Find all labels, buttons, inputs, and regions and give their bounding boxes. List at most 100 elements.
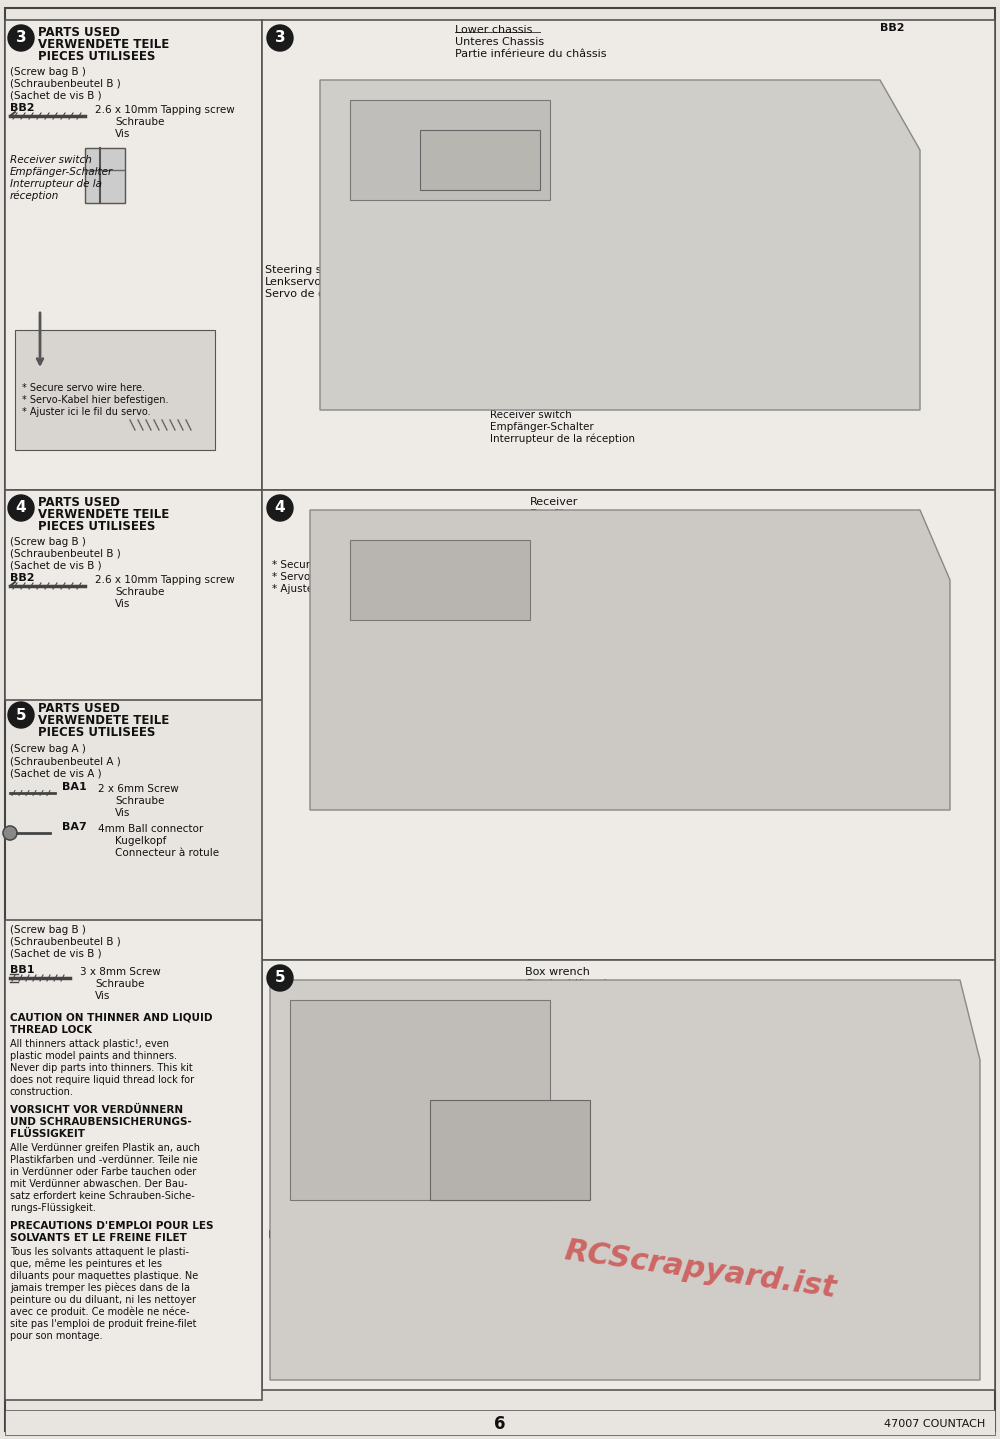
Text: BA1: BA1 <box>62 781 87 791</box>
Circle shape <box>8 495 34 521</box>
Text: 3: 3 <box>275 30 285 46</box>
Text: * Ajuster ici le fil du servo.: * Ajuster ici le fil du servo. <box>272 584 410 594</box>
Text: BB2: BB2 <box>10 573 34 583</box>
Text: plastic model paints and thinners.: plastic model paints and thinners. <box>10 1050 177 1061</box>
Text: SOLVANTS ET LE FREINE FILET: SOLVANTS ET LE FREINE FILET <box>10 1233 187 1243</box>
Text: * Ajuster ici le fil du servo.: * Ajuster ici le fil du servo. <box>22 407 151 417</box>
Text: BA7: BA7 <box>268 1230 293 1240</box>
Text: construction.: construction. <box>10 1086 74 1097</box>
Bar <box>262 491 995 960</box>
Text: Never dip parts into thinners. This kit: Never dip parts into thinners. This kit <box>10 1063 193 1073</box>
Text: Unteres Chassis: Unteres Chassis <box>455 37 544 47</box>
Text: 2.6 x 10mm Tapping screw: 2.6 x 10mm Tapping screw <box>95 576 235 586</box>
Text: diluants pour maquettes plastique. Ne: diluants pour maquettes plastique. Ne <box>10 1271 198 1281</box>
Text: Vis: Vis <box>115 130 130 140</box>
Text: Receiver switch: Receiver switch <box>10 155 92 165</box>
Text: (Sachet de vis A ): (Sachet de vis A ) <box>10 768 102 778</box>
Text: BA1: BA1 <box>850 1335 875 1345</box>
Text: 2.6 x 10mm Tapping screw: 2.6 x 10mm Tapping screw <box>95 105 235 115</box>
Text: VERWENDETE TEILE: VERWENDETE TEILE <box>38 715 169 728</box>
Text: 4: 4 <box>275 501 285 515</box>
Circle shape <box>8 702 34 728</box>
Text: (Steckschlüssel-Adapter für Kugelkopf): (Steckschlüssel-Adapter für Kugelkopf) <box>538 1022 740 1032</box>
Polygon shape <box>270 980 980 1380</box>
Text: Empfänger: Empfänger <box>530 509 592 519</box>
Text: BB2: BB2 <box>10 104 34 114</box>
Text: satz erfordert keine Schrauben-Siche-: satz erfordert keine Schrauben-Siche- <box>10 1191 195 1202</box>
Text: VORSICHT VOR VERDÜNNERN: VORSICHT VOR VERDÜNNERN <box>10 1105 183 1115</box>
Text: Servo de direction: Servo de direction <box>265 289 367 299</box>
Bar <box>290 1000 550 1200</box>
Text: Box wrench: Box wrench <box>525 967 590 977</box>
Bar <box>262 960 995 1390</box>
Bar <box>5 20 262 491</box>
Text: * Secure servo wire here.: * Secure servo wire here. <box>22 383 145 393</box>
Text: Vis: Vis <box>115 599 130 609</box>
Text: (Sachet de vis B ): (Sachet de vis B ) <box>10 561 102 571</box>
Text: All thinners attack plastic!, even: All thinners attack plastic!, even <box>10 1039 169 1049</box>
Text: (Sachet de vis B ): (Sachet de vis B ) <box>10 948 102 958</box>
Bar <box>5 920 262 1400</box>
Text: Lenkservo: Lenkservo <box>265 276 322 286</box>
Text: * Secure servo wires here.: * Secure servo wires here. <box>272 560 409 570</box>
Text: BA7: BA7 <box>62 822 87 832</box>
Text: rungs-Flüssigkeit.: rungs-Flüssigkeit. <box>10 1203 96 1213</box>
Bar <box>15 330 215 450</box>
Text: BB1: BB1 <box>295 1289 320 1299</box>
Text: (Schraubenbeutel A ): (Schraubenbeutel A ) <box>10 755 121 766</box>
Text: PIECES UTILISEES: PIECES UTILISEES <box>38 49 155 62</box>
Text: PARTS USED: PARTS USED <box>38 26 120 39</box>
Text: réception: réception <box>10 191 59 201</box>
Text: Steering servo: Steering servo <box>265 265 346 275</box>
Text: BB2: BB2 <box>880 23 904 33</box>
Text: Interrupteur de la: Interrupteur de la <box>10 178 102 189</box>
Text: (Adaptateur de clé à tube pour les connecteurs à rotule): (Adaptateur de clé à tube pour les conne… <box>538 1035 807 1043</box>
Text: site pas l'emploi de produit freine-filet: site pas l'emploi de produit freine-file… <box>10 1320 196 1330</box>
Text: Tous les solvants attaquent le plasti-: Tous les solvants attaquent le plasti- <box>10 1248 189 1258</box>
Text: PRECAUTIONS D'EMPLOI POUR LES: PRECAUTIONS D'EMPLOI POUR LES <box>10 1222 214 1230</box>
Text: (Screw bag A ): (Screw bag A ) <box>10 744 86 754</box>
Text: (Sachet de vis B ): (Sachet de vis B ) <box>10 91 102 101</box>
Text: Empfänger-Schalter: Empfänger-Schalter <box>490 422 594 432</box>
Text: Kugelkopf: Kugelkopf <box>115 836 166 846</box>
Bar <box>420 130 540 190</box>
Text: THREAD LOCK: THREAD LOCK <box>10 1025 92 1035</box>
Text: Alle Verdünner greifen Plastik an, auch: Alle Verdünner greifen Plastik an, auch <box>10 1143 200 1153</box>
Text: Receiver switch: Receiver switch <box>490 410 572 420</box>
Text: * Antennenkabel nicht klemmen.: * Antennenkabel nicht klemmen. <box>570 781 731 791</box>
Bar <box>430 1099 590 1200</box>
Text: A3 (Box wrench adapter for ball connector): A3 (Box wrench adapter for ball connecto… <box>525 1010 750 1020</box>
Text: que, même les peintures et les: que, même les peintures et les <box>10 1259 162 1269</box>
Text: 6: 6 <box>494 1415 506 1433</box>
Text: BB2: BB2 <box>410 735 434 745</box>
Text: (Schraubenbeutel B ): (Schraubenbeutel B ) <box>10 550 121 558</box>
Text: Schraube: Schraube <box>95 979 144 989</box>
Text: UND SCHRAUBENSICHERUNGS-: UND SCHRAUBENSICHERUNGS- <box>10 1117 192 1127</box>
Polygon shape <box>310 509 950 810</box>
Text: A4: A4 <box>500 1345 516 1356</box>
Text: peinture ou du diluant, ni les nettoyer: peinture ou du diluant, ni les nettoyer <box>10 1295 196 1305</box>
Circle shape <box>267 24 293 50</box>
Text: FLÜSSIGKEIT: FLÜSSIGKEIT <box>10 1130 85 1140</box>
Circle shape <box>267 966 293 991</box>
Text: VERWENDETE TEILE: VERWENDETE TEILE <box>38 37 169 50</box>
Text: 4: 4 <box>16 501 26 515</box>
Text: (Schraubenbeutel B ): (Schraubenbeutel B ) <box>10 79 121 89</box>
Text: Steckschlüssel: Steckschlüssel <box>525 979 607 989</box>
Bar <box>262 20 995 491</box>
Text: Plastikfarben und -verdünner. Teile nie: Plastikfarben und -verdünner. Teile nie <box>10 1156 198 1166</box>
Circle shape <box>8 24 34 50</box>
Text: pour son montage.: pour son montage. <box>10 1331 103 1341</box>
Text: (Schraubenbeutel B ): (Schraubenbeutel B ) <box>10 937 121 947</box>
Text: jamais tremper les pièces dans de la: jamais tremper les pièces dans de la <box>10 1282 190 1294</box>
Text: Clé à tube: Clé à tube <box>525 991 582 1002</box>
Bar <box>85 148 125 203</box>
Text: 2 x 6mm Screw: 2 x 6mm Screw <box>98 784 179 794</box>
Bar <box>350 99 550 200</box>
Text: does not require liquid thread lock for: does not require liquid thread lock for <box>10 1075 194 1085</box>
Text: 5: 5 <box>275 970 285 986</box>
Text: Schraube: Schraube <box>115 587 164 597</box>
Text: Lower chassis: Lower chassis <box>455 24 532 35</box>
Bar <box>350 540 530 620</box>
Text: Connecteur à rotule: Connecteur à rotule <box>115 848 219 858</box>
